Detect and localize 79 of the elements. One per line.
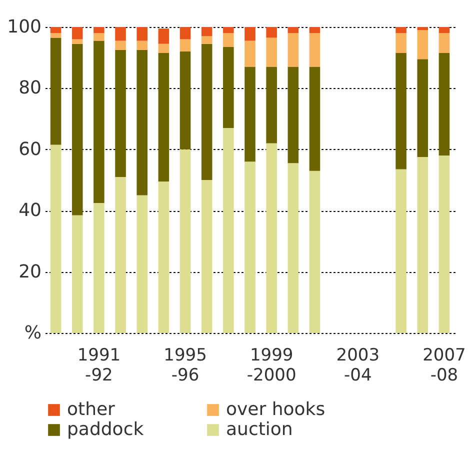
bar bbox=[396, 53, 406, 170]
legend-label: auction bbox=[226, 419, 293, 440]
legend-label: paddock bbox=[67, 419, 144, 440]
y-tick-label: 60 bbox=[18, 138, 42, 160]
bar bbox=[201, 180, 212, 333]
bar bbox=[288, 163, 299, 333]
bar bbox=[201, 27, 212, 36]
bar bbox=[244, 66, 256, 162]
bar bbox=[201, 44, 212, 180]
bar bbox=[180, 27, 191, 40]
bar bbox=[223, 33, 234, 47]
bar bbox=[72, 44, 83, 216]
bar bbox=[244, 40, 256, 67]
bar bbox=[115, 176, 126, 333]
bar bbox=[417, 157, 428, 333]
bar bbox=[50, 27, 62, 34]
bar bbox=[94, 202, 104, 333]
bar bbox=[72, 27, 83, 40]
bar bbox=[115, 50, 126, 177]
bar bbox=[136, 40, 148, 50]
x-tick-label: 2007 -08 bbox=[422, 346, 466, 386]
bar bbox=[223, 128, 234, 333]
bar bbox=[309, 27, 320, 34]
bar bbox=[94, 27, 104, 34]
bar bbox=[417, 27, 428, 30]
bar bbox=[115, 27, 126, 41]
bar bbox=[244, 27, 256, 41]
bar bbox=[396, 27, 406, 34]
bar bbox=[309, 66, 320, 171]
bar bbox=[396, 33, 406, 54]
x-tick-label: 1991 -92 bbox=[77, 346, 121, 386]
bar bbox=[223, 27, 234, 34]
bar bbox=[438, 33, 450, 54]
bar bbox=[94, 33, 104, 41]
bar bbox=[417, 59, 428, 158]
bar bbox=[180, 51, 191, 150]
x-tick-label: 1995 -96 bbox=[164, 346, 207, 386]
bar bbox=[309, 170, 320, 333]
bar bbox=[115, 40, 126, 50]
bar bbox=[309, 33, 320, 67]
bar bbox=[72, 215, 83, 333]
bar bbox=[158, 182, 170, 333]
bar bbox=[223, 46, 234, 128]
bar bbox=[244, 162, 256, 333]
bar bbox=[266, 27, 277, 38]
bar bbox=[72, 39, 83, 44]
bar bbox=[180, 39, 191, 52]
bar bbox=[266, 38, 277, 67]
bar bbox=[266, 66, 277, 144]
bar bbox=[136, 195, 148, 333]
bar bbox=[50, 38, 62, 145]
bar bbox=[288, 66, 299, 164]
bar bbox=[94, 40, 104, 203]
y-tick-label: 100 bbox=[7, 16, 42, 38]
bar bbox=[158, 53, 170, 182]
bar bbox=[438, 27, 450, 34]
y-tick-label: 80 bbox=[18, 78, 42, 99]
y-tick-label: 40 bbox=[18, 200, 42, 222]
legend-label: over hooks bbox=[226, 399, 326, 420]
bar bbox=[438, 156, 450, 333]
bar bbox=[266, 143, 277, 333]
y-tick-label: 20 bbox=[18, 261, 42, 282]
bar bbox=[201, 36, 212, 44]
bar bbox=[396, 169, 406, 333]
bar bbox=[288, 33, 299, 67]
bar bbox=[288, 27, 299, 34]
bar bbox=[158, 28, 170, 44]
bar bbox=[180, 149, 191, 333]
bar bbox=[438, 53, 450, 156]
legend-label: other bbox=[67, 399, 116, 420]
bar bbox=[50, 144, 62, 333]
bar bbox=[136, 27, 148, 41]
bar bbox=[50, 33, 62, 38]
bar bbox=[136, 50, 148, 196]
y-tick-label: % bbox=[24, 322, 42, 344]
x-tick-label: 1999 -2000 bbox=[246, 346, 296, 386]
x-tick-label: 2003 -04 bbox=[336, 346, 380, 386]
bar bbox=[158, 44, 170, 54]
bar bbox=[417, 30, 428, 60]
